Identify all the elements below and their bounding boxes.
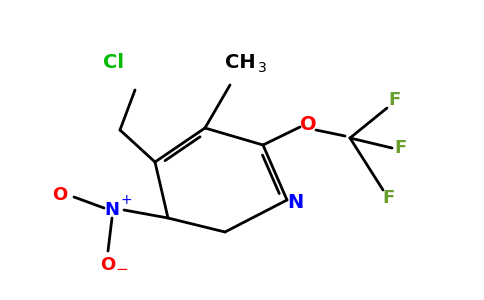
Text: O: O	[300, 116, 317, 134]
Text: F: F	[394, 139, 406, 157]
Text: N: N	[105, 201, 120, 219]
Text: +: +	[120, 193, 132, 207]
Text: N: N	[287, 193, 303, 211]
Text: −: −	[116, 262, 128, 277]
Text: O: O	[100, 256, 116, 274]
Text: F: F	[382, 189, 394, 207]
Text: F: F	[389, 91, 401, 109]
Text: CH: CH	[225, 53, 256, 73]
Text: Cl: Cl	[103, 52, 123, 71]
Text: 3: 3	[257, 61, 266, 75]
Text: O: O	[52, 186, 68, 204]
